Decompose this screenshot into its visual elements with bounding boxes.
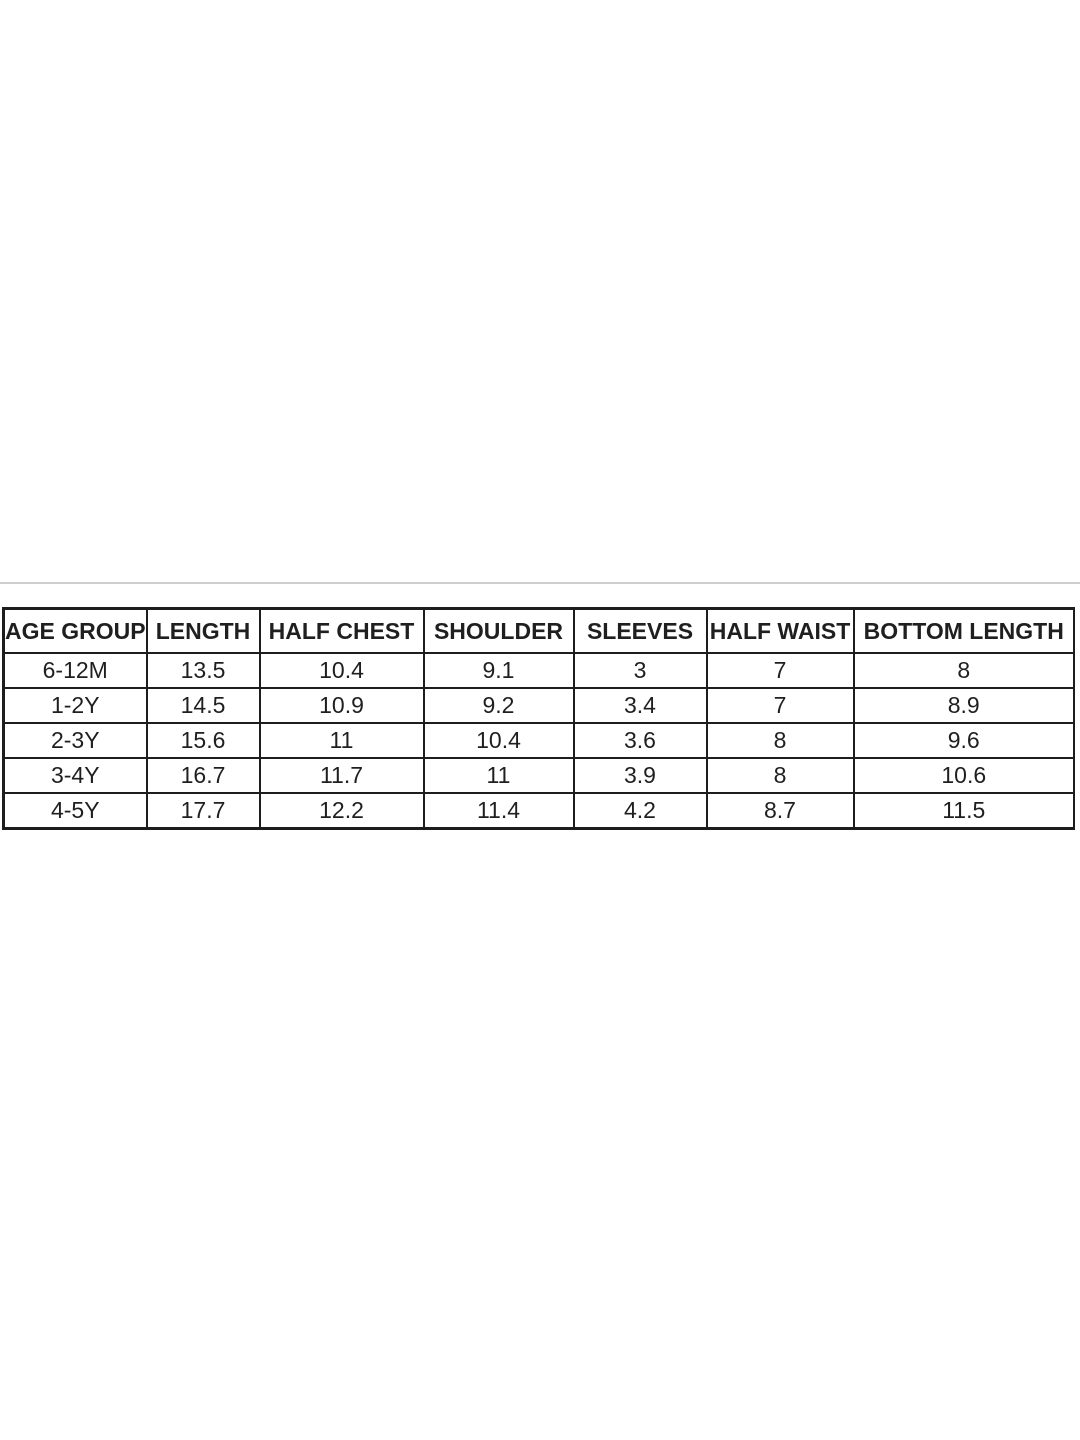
size-chart-section: AGE GROUP LENGTH HALF CHEST SHOULDER SLE…	[2, 607, 1075, 831]
cell-age-group: 6-12M	[2, 652, 148, 689]
table-row: 6-12M 13.5 10.4 9.1 3 7 8	[2, 652, 1075, 689]
cell-length: 15.6	[145, 722, 261, 759]
cell-shoulder: 11	[422, 757, 575, 794]
cell-half-waist: 7	[705, 652, 855, 689]
cell-sleeves: 3.4	[572, 687, 708, 724]
cell-bottom-length: 9.6	[852, 722, 1075, 759]
cell-sleeves: 3.6	[572, 722, 708, 759]
cell-age-group: 4-5Y	[2, 792, 148, 829]
cell-half-waist: 8.7	[705, 792, 855, 829]
cell-bottom-length: 10.6	[852, 757, 1075, 794]
cell-bottom-length: 8.9	[852, 687, 1075, 724]
cell-half-chest: 11	[258, 722, 425, 759]
header-cell-age-group: AGE GROUP	[2, 607, 148, 654]
cell-half-chest: 11.7	[258, 757, 425, 794]
header-cell-shoulder: SHOULDER	[422, 607, 575, 654]
cell-bottom-length: 11.5	[852, 792, 1075, 829]
cell-shoulder: 9.1	[422, 652, 575, 689]
header-cell-sleeves: SLEEVES	[572, 607, 708, 654]
cell-half-waist: 8	[705, 722, 855, 759]
cell-age-group: 2-3Y	[2, 722, 148, 759]
cell-half-chest: 10.9	[258, 687, 425, 724]
table-row: 1-2Y 14.5 10.9 9.2 3.4 7 8.9	[2, 687, 1075, 724]
divider-line	[0, 582, 1080, 584]
table-row: 2-3Y 15.6 11 10.4 3.6 8 9.6	[2, 722, 1075, 759]
header-row: AGE GROUP LENGTH HALF CHEST SHOULDER SLE…	[2, 607, 1075, 654]
cell-age-group: 3-4Y	[2, 757, 148, 794]
header-cell-bottom-length: BOTTOM LENGTH	[852, 607, 1075, 654]
cell-shoulder: 11.4	[422, 792, 575, 829]
cell-age-group: 1-2Y	[2, 687, 148, 724]
cell-sleeves: 3	[572, 652, 708, 689]
header-cell-length: LENGTH	[145, 607, 261, 654]
cell-sleeves: 3.9	[572, 757, 708, 794]
cell-length: 17.7	[145, 792, 261, 829]
cell-length: 14.5	[145, 687, 261, 724]
header-cell-half-chest: HALF CHEST	[258, 607, 425, 654]
cell-half-chest: 10.4	[258, 652, 425, 689]
cell-half-waist: 7	[705, 687, 855, 724]
header-cell-half-waist: HALF WAIST	[705, 607, 855, 654]
cell-shoulder: 9.2	[422, 687, 575, 724]
cell-length: 13.5	[145, 652, 261, 689]
size-chart-table: AGE GROUP LENGTH HALF CHEST SHOULDER SLE…	[2, 607, 1075, 830]
cell-bottom-length: 8	[852, 652, 1075, 689]
cell-length: 16.7	[145, 757, 261, 794]
cell-shoulder: 10.4	[422, 722, 575, 759]
cell-half-waist: 8	[705, 757, 855, 794]
cell-sleeves: 4.2	[572, 792, 708, 829]
table-row: 4-5Y 17.7 12.2 11.4 4.2 8.7 11.5	[2, 792, 1075, 829]
table-row: 3-4Y 16.7 11.7 11 3.9 8 10.6	[2, 757, 1075, 794]
cell-half-chest: 12.2	[258, 792, 425, 829]
